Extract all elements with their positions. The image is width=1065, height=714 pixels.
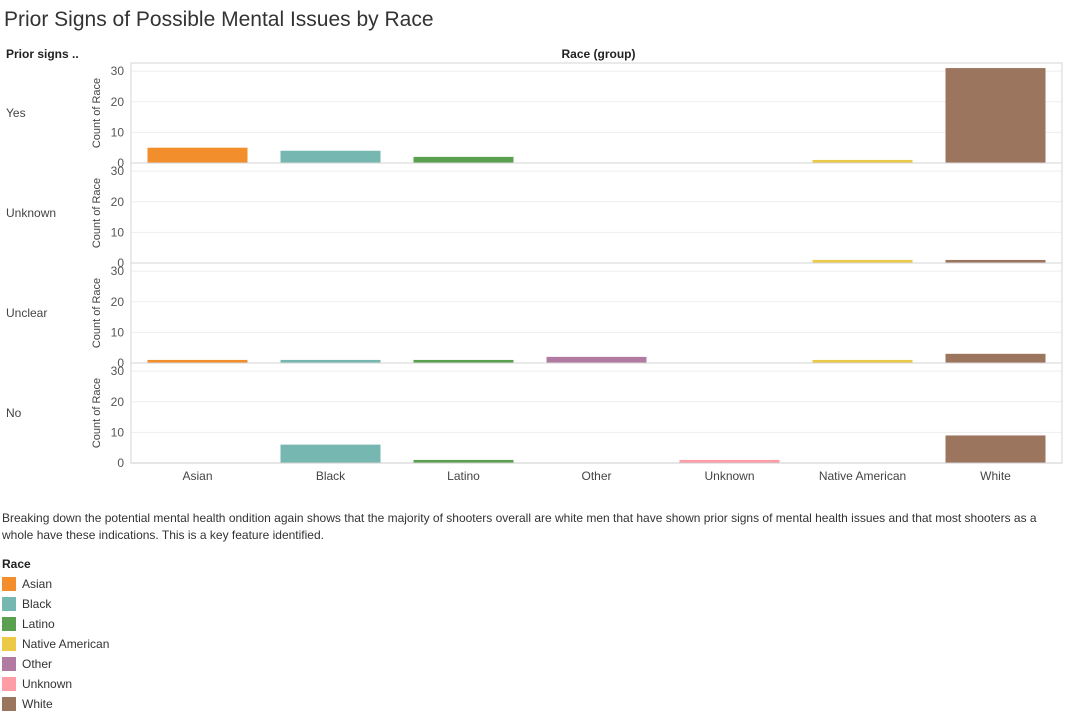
y-tick-label: 10	[111, 425, 125, 439]
legend-label: Asian	[22, 577, 53, 591]
legend-swatch	[2, 677, 16, 691]
y-tick-label: 20	[111, 95, 125, 109]
y-tick-label: 10	[111, 325, 125, 339]
bar-black[interactable]	[280, 150, 381, 163]
description-text: Breaking down the potential mental healt…	[2, 511, 1037, 542]
y-tick-label: 30	[111, 264, 125, 278]
legend-label: Latino	[22, 617, 55, 631]
column-header[interactable]: Race (group)	[561, 47, 636, 61]
y-tick-label: 20	[111, 195, 125, 209]
y-tick-label: 30	[111, 164, 125, 178]
row-label: Unclear	[6, 306, 47, 320]
y-tick-label: 0	[117, 456, 124, 470]
legend-item[interactable]: Black	[2, 594, 109, 614]
bar-latino[interactable]	[413, 359, 514, 363]
bar-chart: Yes Count of Race 0 10 20 30 Unknown Count of R…	[6, 62, 1063, 483]
row-label: Yes	[6, 106, 26, 120]
legend-label: Black	[22, 597, 52, 611]
panel-frame	[130, 362, 1063, 464]
panel-frame	[130, 162, 1063, 264]
bar-asian[interactable]	[147, 147, 248, 163]
legend-item[interactable]: Asian	[2, 574, 109, 594]
y-tick-label: 0	[117, 356, 124, 370]
bar-asian[interactable]	[147, 359, 248, 363]
legend-title: Race	[2, 557, 31, 571]
x-tick-label: Asian	[182, 469, 212, 483]
bar-black[interactable]	[280, 444, 381, 463]
y-tick-label: 20	[111, 395, 125, 409]
y-tick-label: 10	[111, 225, 125, 239]
bar-black[interactable]	[280, 359, 381, 363]
x-tick-label: Unknown	[704, 469, 754, 483]
bar-native-american[interactable]	[812, 359, 913, 363]
legend-item[interactable]: Latino	[2, 614, 109, 634]
y-tick-label: 20	[111, 295, 125, 309]
y-tick-label: 30	[111, 64, 125, 78]
bar-white[interactable]	[945, 68, 1046, 163]
bar-native-american[interactable]	[812, 259, 913, 263]
panel-frame	[130, 62, 1063, 164]
y-axis-title: Count of Race	[91, 278, 103, 348]
legend-swatch	[2, 637, 16, 651]
legend-swatch	[2, 657, 16, 671]
y-tick-label: 30	[111, 364, 125, 378]
y-axis-title: Count of Race	[91, 378, 103, 448]
row-label: Unknown	[6, 206, 56, 220]
x-tick-label: Native American	[819, 469, 906, 483]
legend-item[interactable]: Native American	[2, 634, 109, 654]
legend-label: White	[22, 697, 53, 711]
y-axis-title: Count of Race	[91, 178, 103, 248]
legend-item[interactable]: Unknown	[2, 674, 109, 694]
legend-item[interactable]: Other	[2, 654, 109, 674]
bar-latino[interactable]	[413, 459, 514, 463]
y-axis-title: Count of Race	[91, 78, 103, 148]
legend-item[interactable]: White	[2, 694, 109, 714]
legend-swatch	[2, 597, 16, 611]
legend-label: Unknown	[22, 677, 73, 691]
row-label: No	[6, 406, 22, 420]
chart-title: Prior Signs of Possible Mental Issues by…	[4, 8, 434, 31]
y-tick-label: 10	[111, 125, 125, 139]
x-tick-label: White	[980, 469, 1011, 483]
x-tick-label: Black	[316, 469, 346, 483]
row-header[interactable]: Prior signs ..	[6, 47, 79, 61]
legend-swatch	[2, 697, 16, 711]
legend-swatch	[2, 577, 16, 591]
bar-white[interactable]	[945, 353, 1046, 363]
y-tick-label: 0	[117, 156, 124, 170]
x-tick-label: Latino	[447, 469, 480, 483]
y-tick-label: 0	[117, 256, 124, 270]
panel-frame	[130, 262, 1063, 364]
bar-native-american[interactable]	[812, 159, 913, 163]
bar-latino[interactable]	[413, 156, 514, 163]
bar-white[interactable]	[945, 435, 1046, 463]
bar-white[interactable]	[945, 259, 1046, 263]
legend-label: Other	[22, 657, 53, 671]
legend-label: Native American	[22, 637, 110, 651]
bar-other[interactable]	[546, 356, 647, 363]
x-tick-label: Other	[581, 469, 611, 483]
bar-unknown[interactable]	[679, 459, 780, 463]
legend-swatch	[2, 617, 16, 631]
legend: Race Asian Black Latino Native American Othe…	[2, 557, 109, 714]
